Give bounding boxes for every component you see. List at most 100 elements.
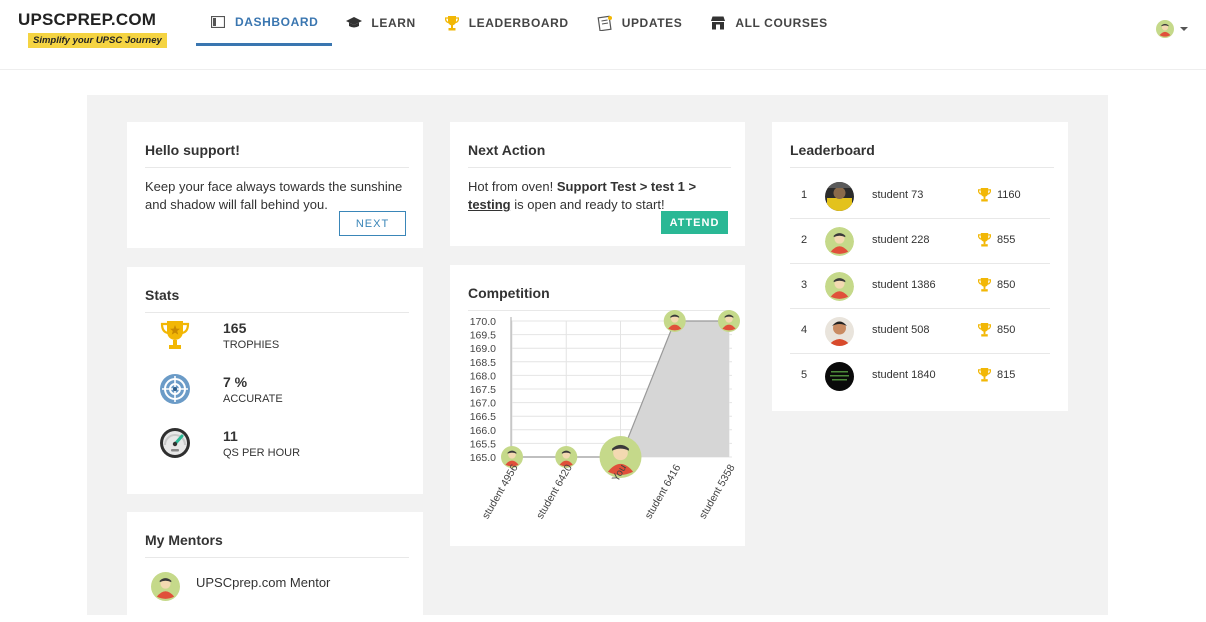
rank: 5 <box>801 369 808 381</box>
next-action-text: Hot from oven! Support Test > test 1 > t… <box>468 178 731 214</box>
score: 815 <box>997 369 1016 381</box>
data-point-avatar[interactable] <box>718 310 740 332</box>
leaderboard-row[interactable]: 3 student 1386 850 <box>790 264 1050 309</box>
data-point-avatar[interactable] <box>663 310 686 332</box>
student-name: student 228 <box>872 234 930 246</box>
x-tick-label: student 4956 <box>480 462 521 521</box>
leaderboard-card: Leaderboard 1 student 73 1160 2 student … <box>772 122 1068 411</box>
student-name: student 1840 <box>872 369 936 381</box>
stats-title: Stats <box>145 287 409 313</box>
user-menu[interactable] <box>1156 20 1188 38</box>
leaderboard-row[interactable]: 5 student 1840 815 <box>790 354 1050 399</box>
y-tick-label: 165.5 <box>470 438 496 450</box>
leaderboard-title: Leaderboard <box>790 142 1054 168</box>
stat-label: ACCURATE <box>223 393 283 405</box>
rank: 4 <box>801 324 808 336</box>
next-action-suffix: is open and ready to start! <box>514 197 665 212</box>
next-action-title: Next Action <box>468 142 731 168</box>
motivational-quote: Keep your face always towards the sunshi… <box>145 179 403 212</box>
mentor-item[interactable]: UPSCprep.com Mentor <box>151 572 330 601</box>
top-navbar: UPSCPREP.COM Simplify your UPSC Journey … <box>0 0 1206 70</box>
leaderboard-row[interactable]: 2 student 228 855 <box>790 219 1050 264</box>
mentors-card: My Mentors UPSCprep.com Mentor <box>127 512 423 622</box>
next-action-prefix: Hot from oven! <box>468 179 554 194</box>
stat-value: 11 <box>223 428 238 444</box>
nav-updates-label: UPDATES <box>621 16 683 30</box>
nav-leaderboard-label: LEADERBOARD <box>468 16 569 30</box>
stat-accuracy-text: 7 % ACCURATE <box>223 373 373 405</box>
stat-accuracy: 7 % ACCURATE <box>159 373 283 405</box>
avatar <box>825 227 854 256</box>
nav-learn[interactable]: LEARN <box>332 0 429 46</box>
nav-leaderboard[interactable]: LEADERBOARD <box>430 0 583 46</box>
nav-dashboard[interactable]: DASHBOARD <box>196 0 333 46</box>
student-name: student 508 <box>872 324 930 336</box>
avatar <box>825 362 854 391</box>
competition-title: Competition <box>468 285 731 311</box>
y-tick-label: 168.5 <box>470 357 496 369</box>
score: 850 <box>997 324 1016 336</box>
y-tick-label: 166.5 <box>470 411 496 423</box>
data-point-avatar[interactable] <box>599 436 642 478</box>
student-name: student 73 <box>872 189 924 201</box>
data-point-avatar[interactable] <box>501 446 523 468</box>
stat-trophies-text: 165 TROPHIES <box>223 319 373 351</box>
attend-button[interactable]: ATTEND <box>661 211 728 234</box>
rank: 1 <box>801 189 808 201</box>
nav-learn-label: LEARN <box>371 16 416 30</box>
greeting-card: Hello support! Keep your face always tow… <box>127 122 423 248</box>
dashboard-icon <box>210 14 226 30</box>
y-tick-label: 169.0 <box>470 343 496 355</box>
trophy-icon <box>978 233 991 247</box>
dashboard-main: Hello support! Keep your face always tow… <box>87 95 1108 622</box>
stat-value: 165 <box>223 320 247 336</box>
stat-value: 7 % <box>223 374 248 390</box>
stat-speed-text: 11 QS PER HOUR <box>223 427 373 459</box>
nav-updates[interactable]: UPDATES <box>583 0 697 46</box>
graduation-cap-icon <box>346 15 363 31</box>
nav-dashboard-label: DASHBOARD <box>235 14 319 29</box>
x-tick-label: student 5358 <box>697 462 738 521</box>
trophy-icon <box>978 368 991 382</box>
student-name: student 1386 <box>872 279 936 291</box>
y-tick-label: 166.0 <box>470 425 496 437</box>
stat-speed: 11 QS PER HOUR <box>159 427 300 459</box>
main-nav: DASHBOARD LEARN LEADERBOARD UPDATES ALL … <box>196 0 842 46</box>
x-tick-label: student 6420 <box>534 462 575 521</box>
next-action-card: Next Action Hot from oven! Support Test … <box>450 122 745 246</box>
y-tick-label: 170.0 <box>470 316 496 328</box>
greeting-title: Hello support! <box>145 142 409 168</box>
stat-trophies: 165 TROPHIES <box>159 319 279 351</box>
brand-logo[interactable]: UPSCPREP.COM Simplify your UPSC Journey <box>18 10 167 48</box>
brand-title: UPSCPREP.COM <box>18 10 157 29</box>
target-icon <box>160 374 190 404</box>
y-tick-label: 167.0 <box>470 398 496 410</box>
stat-label: TROPHIES <box>223 339 280 351</box>
user-avatar <box>1156 20 1174 38</box>
avatar <box>825 182 854 211</box>
rank: 3 <box>801 279 808 291</box>
score: 850 <box>997 279 1016 291</box>
y-tick-label: 169.5 <box>470 330 496 342</box>
score: 855 <box>997 234 1016 246</box>
trophy-icon <box>978 323 991 337</box>
next-action-course: Support Test > test 1 > <box>556 179 697 194</box>
data-point-avatar[interactable] <box>555 446 578 468</box>
mentor-name: UPSCprep.com Mentor <box>196 575 331 590</box>
stats-card: Stats 165 TROPHIES <box>127 267 423 494</box>
chevron-down-icon <box>1180 27 1188 31</box>
speedometer-icon <box>160 428 190 458</box>
nav-all-courses[interactable]: ALL COURSES <box>696 0 841 46</box>
trophy-icon <box>978 278 991 292</box>
rank: 2 <box>801 234 808 246</box>
y-tick-label: 167.5 <box>470 384 496 396</box>
avatar <box>825 317 854 346</box>
updates-icon <box>597 15 613 31</box>
leaderboard-row[interactable]: 4 student 508 850 <box>790 309 1050 354</box>
next-button[interactable]: NEXT <box>339 211 406 236</box>
leaderboard-row[interactable]: 1 student 73 1160 <box>790 174 1050 219</box>
next-action-test-link[interactable]: testing <box>468 197 511 212</box>
y-tick-label: 165.0 <box>470 452 496 464</box>
mentors-title: My Mentors <box>145 532 409 558</box>
